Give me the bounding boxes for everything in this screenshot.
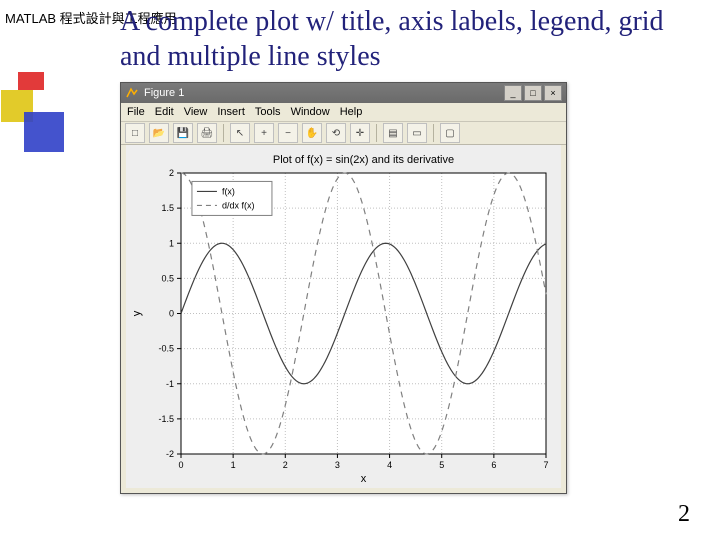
svg-text:0: 0	[178, 460, 183, 470]
zoom-in-icon[interactable]: +	[254, 123, 274, 143]
print-icon[interactable]: 🖨	[197, 123, 217, 143]
deco-blue	[24, 112, 64, 152]
svg-text:Plot of f(x) = sin(2x) and its: Plot of f(x) = sin(2x) and its derivativ…	[273, 154, 454, 166]
svg-text:2: 2	[169, 168, 174, 178]
insert-legend-icon[interactable]: ▭	[407, 123, 427, 143]
window-titlebar[interactable]: Figure 1 _ □ ×	[121, 83, 566, 103]
window-toolbar: □📂💾🖨 ↖+−✋⟲✛ ▤▭ ▢	[121, 122, 566, 145]
svg-text:1.5: 1.5	[161, 203, 174, 213]
menu-edit[interactable]: Edit	[155, 106, 174, 118]
svg-text:f(x): f(x)	[222, 186, 235, 196]
axes-svg: 0 1 2 3 4 5 6 7 -2 -1.5 -1 -0.5 0 0.5 1 1.5 2 Plot of f(x…	[126, 145, 561, 488]
window-menubar: File Edit View Insert Tools Window Help	[121, 103, 566, 122]
menu-help[interactable]: Help	[340, 106, 363, 118]
close-button[interactable]: ×	[544, 85, 562, 101]
menu-view[interactable]: View	[184, 106, 208, 118]
svg-text:-2: -2	[166, 449, 174, 459]
pan-icon[interactable]: ✋	[302, 123, 322, 143]
svg-text:4: 4	[387, 460, 392, 470]
window-title-text: Figure 1	[144, 87, 504, 99]
data-cursor-icon[interactable]: ✛	[350, 123, 370, 143]
insert-colorbar-icon[interactable]: ▤	[383, 123, 403, 143]
svg-text:0.5: 0.5	[161, 273, 174, 283]
menu-window[interactable]: Window	[291, 106, 330, 118]
rotate-icon[interactable]: ⟲	[326, 123, 346, 143]
minimize-button[interactable]: _	[504, 85, 522, 101]
svg-text:2: 2	[283, 460, 288, 470]
svg-text:7: 7	[543, 460, 548, 470]
plot-area: 0 1 2 3 4 5 6 7 -2 -1.5 -1 -0.5 0 0.5 1 1.5 2 Plot of f(x…	[126, 145, 561, 488]
svg-text:-1.5: -1.5	[158, 414, 174, 424]
matlab-figure-window: Figure 1 _ □ × File Edit View Insert Too…	[120, 82, 567, 494]
svg-text:-1: -1	[166, 379, 174, 389]
svg-text:x: x	[361, 473, 367, 485]
matlab-logo-icon	[125, 86, 139, 100]
menu-tools[interactable]: Tools	[255, 106, 281, 118]
zoom-out-icon[interactable]: −	[278, 123, 298, 143]
save-icon[interactable]: 💾	[173, 123, 193, 143]
svg-text:5: 5	[439, 460, 444, 470]
menu-insert[interactable]: Insert	[217, 106, 245, 118]
deco-red	[18, 72, 44, 90]
menu-file[interactable]: File	[127, 106, 145, 118]
page-number: 2	[678, 501, 690, 528]
svg-text:d/dx f(x): d/dx f(x)	[222, 200, 255, 210]
maximize-button[interactable]: □	[524, 85, 542, 101]
slide-title: A complete plot w/ title, axis labels, l…	[120, 4, 680, 74]
svg-text:6: 6	[491, 460, 496, 470]
svg-text:1: 1	[231, 460, 236, 470]
svg-text:0: 0	[169, 309, 174, 319]
svg-text:1: 1	[169, 238, 174, 248]
svg-text:3: 3	[335, 460, 340, 470]
svg-text:-0.5: -0.5	[158, 344, 174, 354]
svg-text:y: y	[131, 310, 143, 316]
hide-plot-tools-icon[interactable]: ▢	[440, 123, 460, 143]
new-icon[interactable]: □	[125, 123, 145, 143]
open-icon[interactable]: 📂	[149, 123, 169, 143]
pointer-icon[interactable]: ↖	[230, 123, 250, 143]
